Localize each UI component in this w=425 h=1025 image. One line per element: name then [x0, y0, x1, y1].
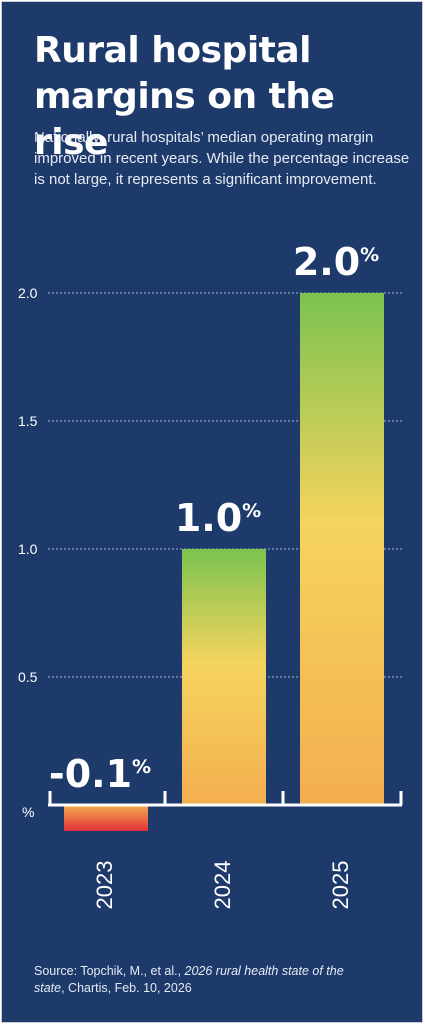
source-prefix: Source: Topchik, M., et al., [34, 964, 185, 978]
data-label-value: 1.0 [175, 496, 242, 540]
bar-2024 [182, 549, 266, 805]
x-category-label: 2023 [92, 861, 117, 910]
data-label-2025: 2.0% [293, 240, 379, 284]
y-tick-label: 1.5 [18, 413, 38, 429]
source-note: Source: Topchik, M., et al., 2026 rural … [34, 963, 374, 997]
x-category-label: 2025 [328, 861, 353, 910]
data-label-value: -0.1 [49, 752, 132, 796]
data-label-percent: % [132, 756, 151, 778]
x-category-label: 2024 [210, 861, 235, 910]
y-tick-label: 1.0 [18, 541, 38, 557]
data-label-percent: % [360, 244, 379, 266]
data-label-2024: 1.0% [175, 496, 261, 540]
bar-2025 [300, 293, 384, 805]
bar-2023 [64, 805, 148, 831]
chart-title: Rural hospital margins on the rise [34, 30, 335, 163]
data-label-2023: -0.1% [49, 752, 151, 796]
data-label-percent: % [242, 500, 261, 522]
source-title: 2026 rural health state of the state [34, 964, 344, 995]
source-suffix: , Chartis, Feb. 10, 2026 [61, 981, 192, 995]
y-tick-label: 0.5 [18, 669, 38, 685]
data-label-value: 2.0 [293, 240, 360, 284]
y-axis-unit-label: % [22, 804, 34, 820]
chart-subtitle: Nationally, rural hospitals’ median oper… [34, 129, 410, 188]
y-tick-label: 2.0 [18, 285, 38, 301]
